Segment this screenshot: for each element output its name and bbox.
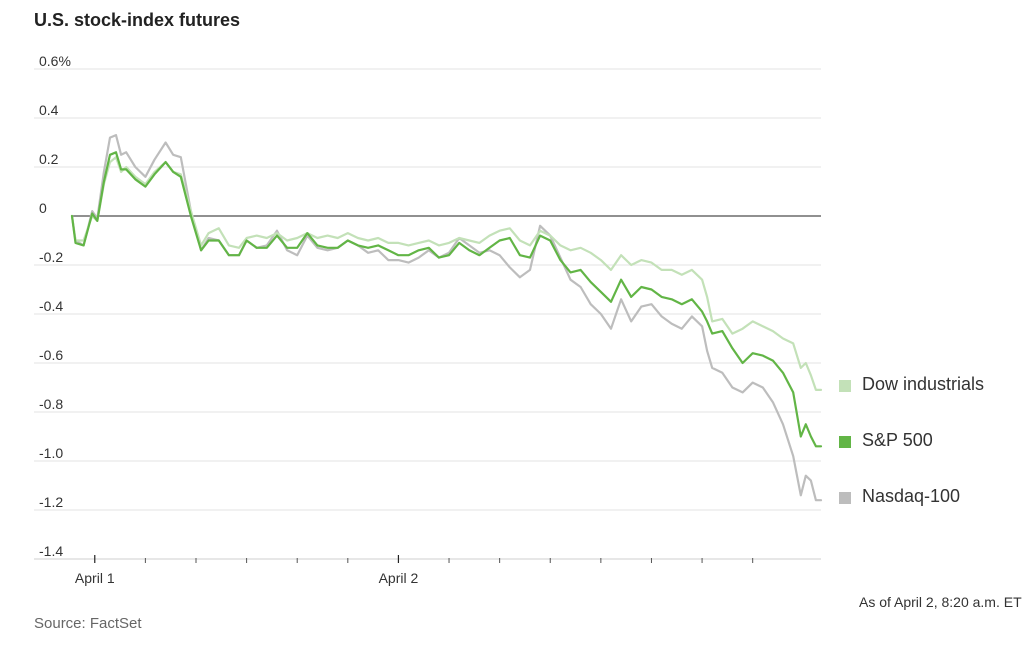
- y-tick-label: -1.4: [39, 543, 63, 559]
- legend-label-dow: Dow industrials: [862, 374, 985, 394]
- y-tick-label: -1.2: [39, 494, 63, 510]
- y-tick-label: 0.2: [39, 151, 59, 167]
- legend-label-sp500: S&P 500: [862, 430, 933, 450]
- legend-label-nasdaq: Nasdaq-100: [862, 486, 961, 506]
- y-tick-label: -0.2: [39, 249, 63, 265]
- y-tick-label: -1.0: [39, 445, 63, 461]
- as-of-note: As of April 2, 8:20 a.m. ET: [859, 594, 1022, 610]
- y-tick-label: -0.8: [39, 396, 63, 412]
- y-tick-label: 0.6%: [39, 53, 71, 69]
- y-tick-label: 0: [39, 200, 47, 216]
- series-line-1: [70, 151, 823, 448]
- y-tick-label: -0.4: [39, 298, 63, 314]
- y-tick-label: -0.6: [39, 347, 63, 363]
- x-tick-label: April 1: [75, 570, 115, 586]
- chart-title: U.S. stock-index futures: [34, 10, 241, 30]
- legend-swatch-sp500: [839, 436, 851, 448]
- legend-swatch-nasdaq: [839, 492, 851, 504]
- x-tick-label: April 2: [379, 570, 419, 586]
- legend-swatch-dow: [839, 380, 851, 392]
- y-tick-label: 0.4: [39, 102, 59, 118]
- source-credit: Source: FactSet: [34, 615, 142, 632]
